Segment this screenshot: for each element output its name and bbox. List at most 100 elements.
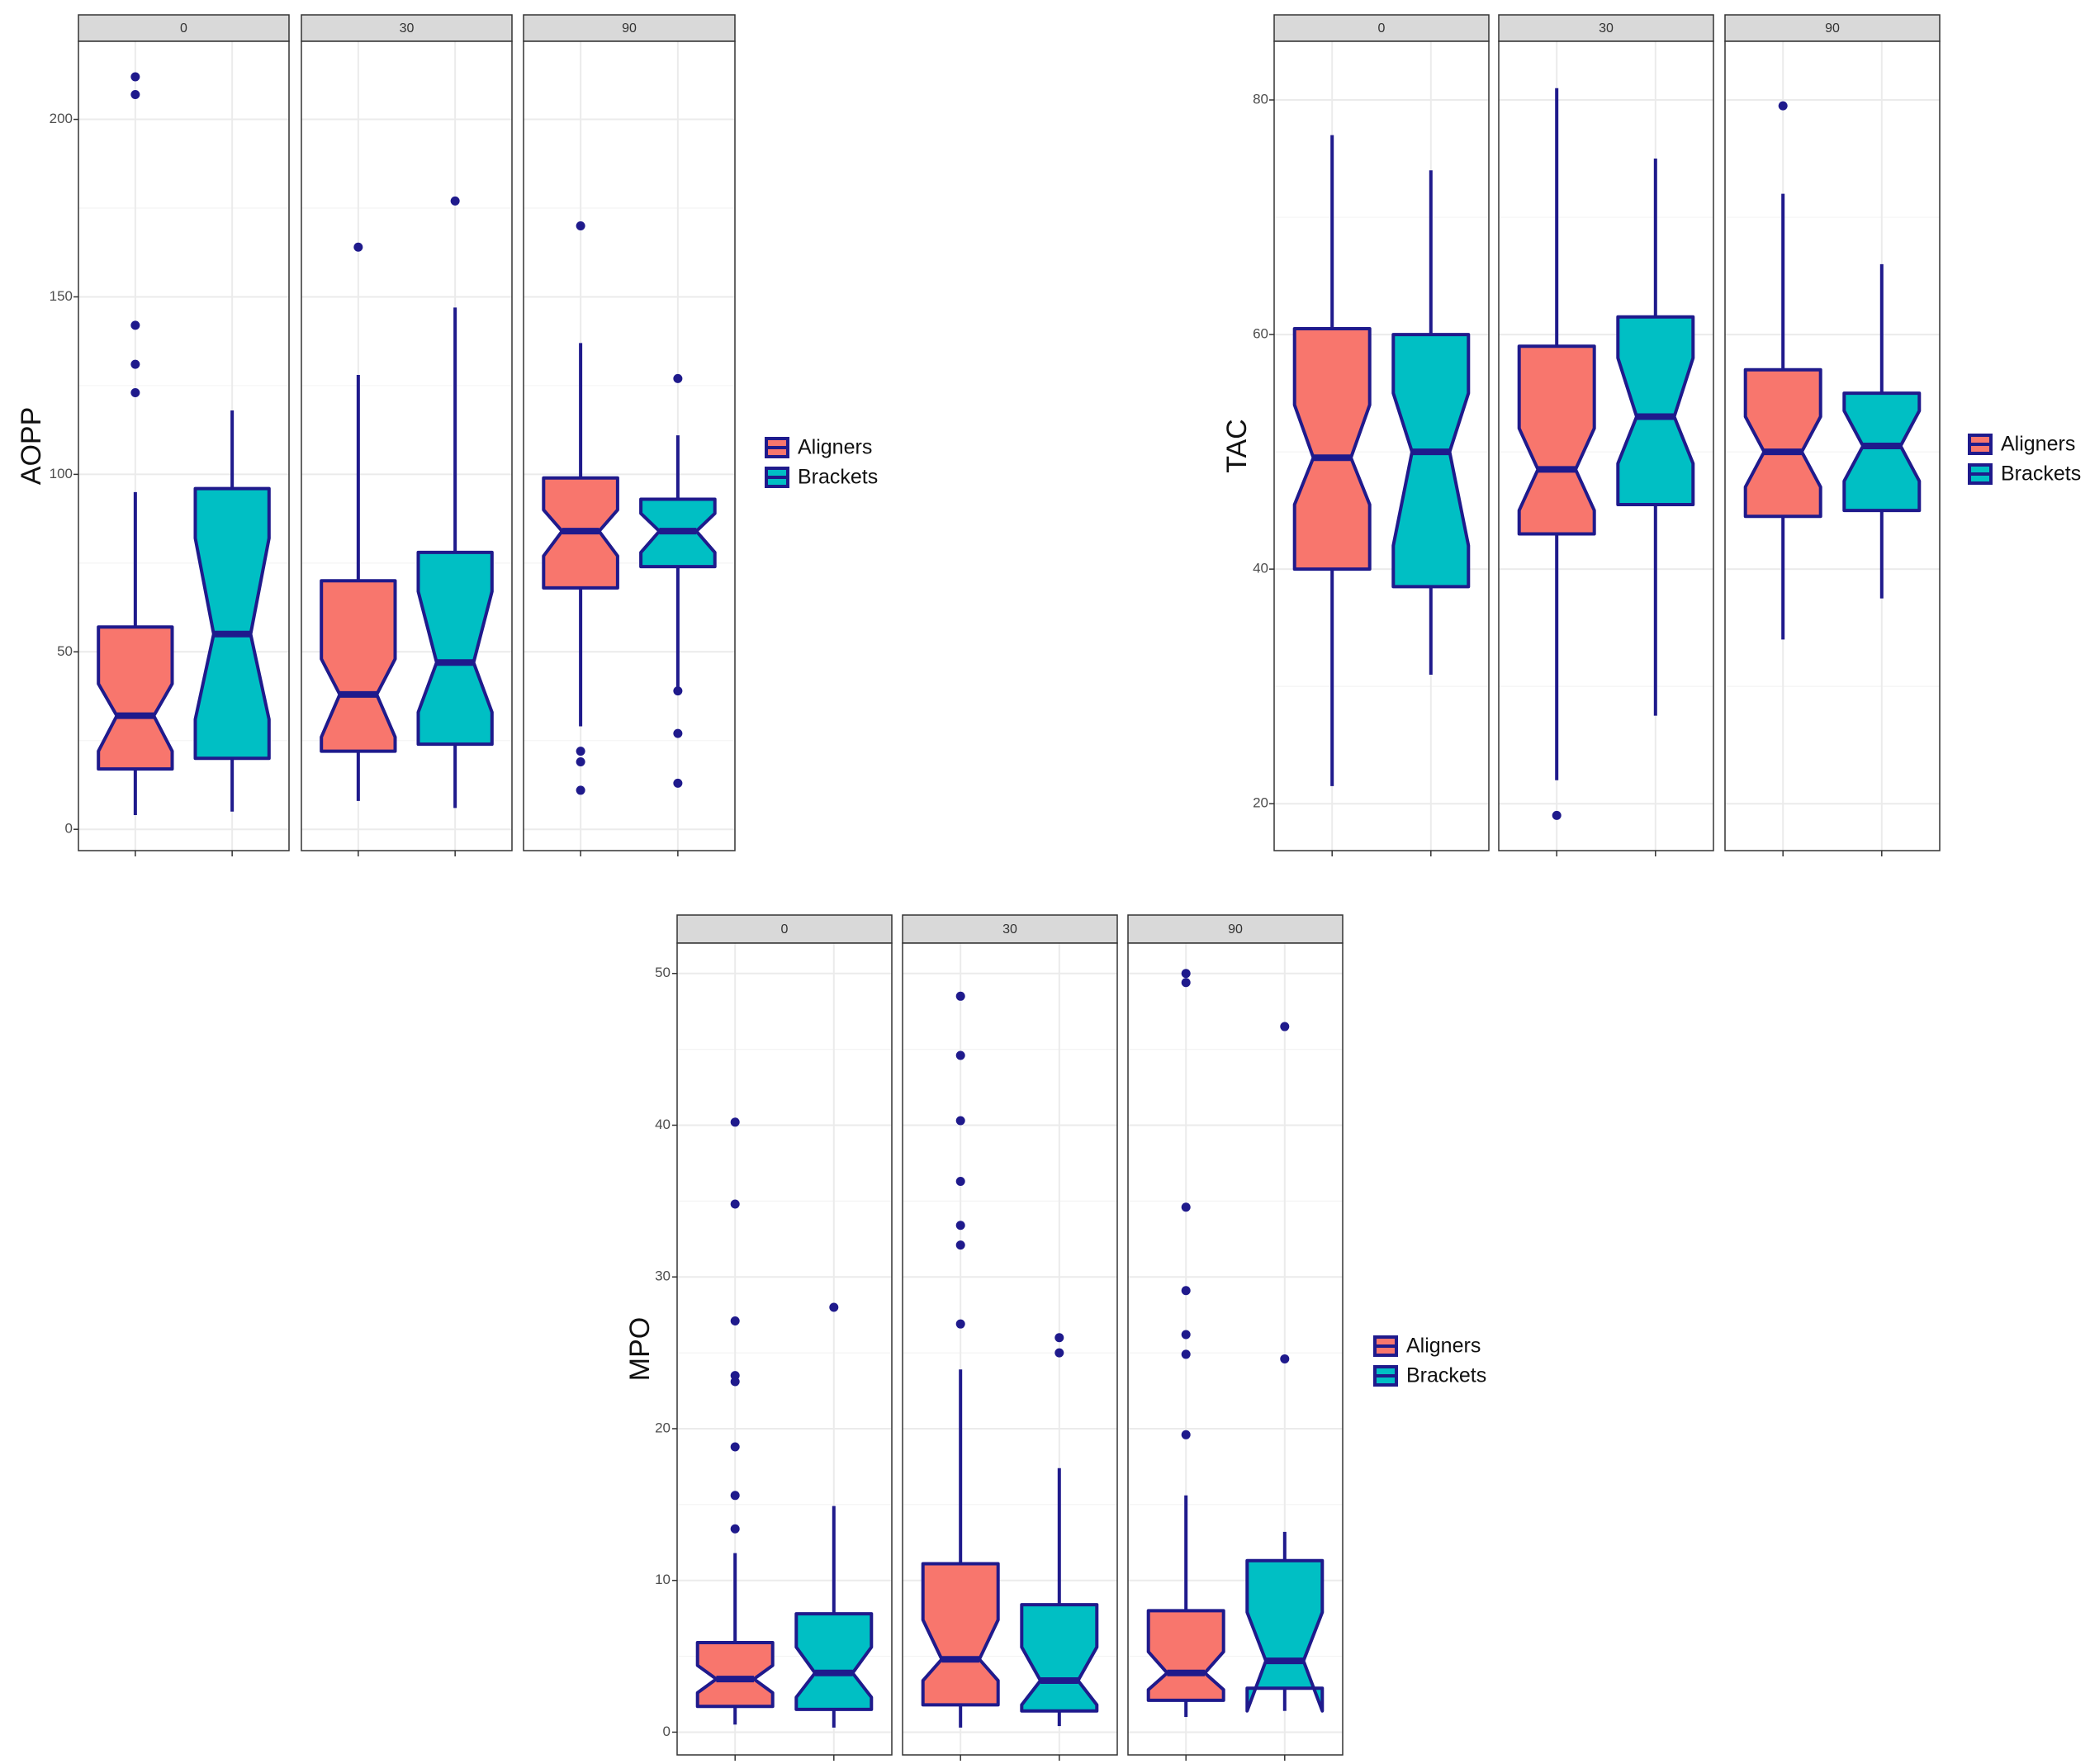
- legend-item-brackets: Brackets: [765, 466, 878, 489]
- panel-background: [524, 41, 735, 851]
- outlier-point: [1181, 1349, 1191, 1359]
- legend-label: Brackets: [798, 466, 878, 489]
- y-tick-label: 0: [663, 1724, 671, 1739]
- outlier-point: [955, 1176, 965, 1186]
- box-aligners: [97, 72, 174, 816]
- outlier-point: [1778, 101, 1788, 111]
- facet-panel-30: 30: [1498, 14, 1714, 856]
- panel-border: [1498, 40, 1714, 851]
- legend-item-aligners: Aligners: [765, 436, 872, 459]
- notched-box: [1743, 368, 1822, 519]
- y-tick-label: 60: [1253, 326, 1268, 342]
- y-tick-label: 150: [50, 288, 73, 304]
- notched-box: [1292, 327, 1372, 571]
- outlier-point: [1280, 1354, 1290, 1363]
- legend-label: Brackets: [1406, 1364, 1486, 1387]
- outlier-point: [576, 221, 585, 231]
- legend-item-aligners: Aligners: [1968, 433, 2075, 456]
- facet-strip-label: 90: [1228, 922, 1243, 937]
- box-aligners: [695, 1117, 775, 1725]
- outlier-point: [673, 373, 683, 383]
- outlier-point: [955, 1240, 965, 1250]
- box-brackets: [1245, 1022, 1325, 1713]
- panel-border: [301, 40, 513, 851]
- box-aligners: [1743, 101, 1822, 640]
- facet-strip-label: 90: [1825, 21, 1840, 36]
- facet-strip-label: 30: [1599, 21, 1614, 36]
- notched-box: [1391, 333, 1471, 589]
- notched-box: [193, 486, 271, 761]
- box-aligners: [542, 221, 619, 795]
- outlier-point: [730, 1199, 740, 1209]
- facet-strip: [902, 914, 1118, 944]
- facet-panel-0: 0: [1273, 14, 1490, 856]
- panel-background: [1274, 41, 1489, 851]
- y-tick-label: 100: [50, 466, 73, 481]
- facet-strip: [523, 14, 736, 42]
- outlier-point: [1181, 978, 1191, 988]
- outlier-point: [450, 196, 460, 206]
- legend-label: Aligners: [798, 436, 872, 459]
- box-aligners: [1146, 969, 1225, 1718]
- box-brackets: [416, 196, 494, 808]
- outlier-point: [353, 242, 363, 252]
- box-brackets: [1391, 170, 1471, 675]
- notched-box: [1842, 391, 1922, 513]
- chart-tac: TAC 20 40 60 80 0 30 90 Aligners Brackets: [1221, 14, 2081, 856]
- y-tick-label: 20: [1253, 795, 1268, 811]
- facet-panel-30: 30: [902, 914, 1118, 1761]
- outlier-point: [730, 1371, 740, 1381]
- y-tick-label: 50: [57, 643, 73, 659]
- y-axis-label: AOPP: [16, 407, 47, 485]
- facet-strip: [1273, 14, 1490, 42]
- outlier-point: [673, 686, 683, 696]
- facet-strip: [676, 914, 893, 944]
- notched-box: [1517, 344, 1596, 536]
- notched-box: [97, 625, 174, 771]
- notched-box: [1146, 1609, 1225, 1702]
- outlier-point: [130, 89, 140, 99]
- outlier-point: [1054, 1348, 1064, 1358]
- notched-box: [1616, 315, 1695, 506]
- notched-box: [695, 1641, 775, 1709]
- panel-border: [78, 40, 290, 851]
- box-brackets: [193, 410, 271, 812]
- legend-item-aligners: Aligners: [1373, 1335, 1481, 1358]
- box-brackets: [1842, 263, 1922, 599]
- legend-label: Aligners: [2001, 433, 2075, 456]
- outlier-point: [955, 1116, 965, 1126]
- y-tick-label: 20: [655, 1420, 671, 1435]
- outlier-point: [1552, 810, 1562, 820]
- y-tick-label: 30: [655, 1268, 671, 1284]
- y-tick-label: 50: [655, 965, 671, 980]
- outlier-point: [1181, 1430, 1191, 1439]
- chart-mpo: MPO 0 10 20 30 40 50 0 30 90 Aligners Brackets: [624, 914, 1486, 1761]
- outlier-point: [955, 1221, 965, 1231]
- outlier-point: [730, 1117, 740, 1127]
- box-brackets: [1020, 1333, 1099, 1727]
- outlier-point: [576, 785, 585, 795]
- outlier-point: [130, 359, 140, 369]
- facet-strip-label: 30: [1002, 922, 1017, 937]
- facet-strip: [1498, 14, 1714, 42]
- box-brackets: [794, 1302, 874, 1728]
- outlier-point: [576, 747, 585, 756]
- y-tick-label: 10: [655, 1572, 671, 1587]
- outlier-point: [1181, 1330, 1191, 1340]
- outlier-point: [1181, 1286, 1191, 1296]
- legend-item-brackets: Brackets: [1373, 1364, 1486, 1387]
- facet-strip-label: 30: [400, 21, 415, 36]
- facet-panel-0: 0: [78, 14, 290, 856]
- panel-border: [1724, 40, 1941, 851]
- outlier-point: [673, 778, 683, 788]
- facet-strip-label: 0: [180, 21, 187, 36]
- outlier-point: [730, 1491, 740, 1501]
- y-tick-label: 80: [1253, 91, 1268, 107]
- outlier-point: [130, 388, 140, 398]
- outlier-point: [829, 1302, 839, 1312]
- notched-box: [1020, 1603, 1099, 1713]
- legend-label: Brackets: [2001, 462, 2081, 486]
- outlier-point: [955, 1319, 965, 1329]
- outlier-point: [730, 1316, 740, 1326]
